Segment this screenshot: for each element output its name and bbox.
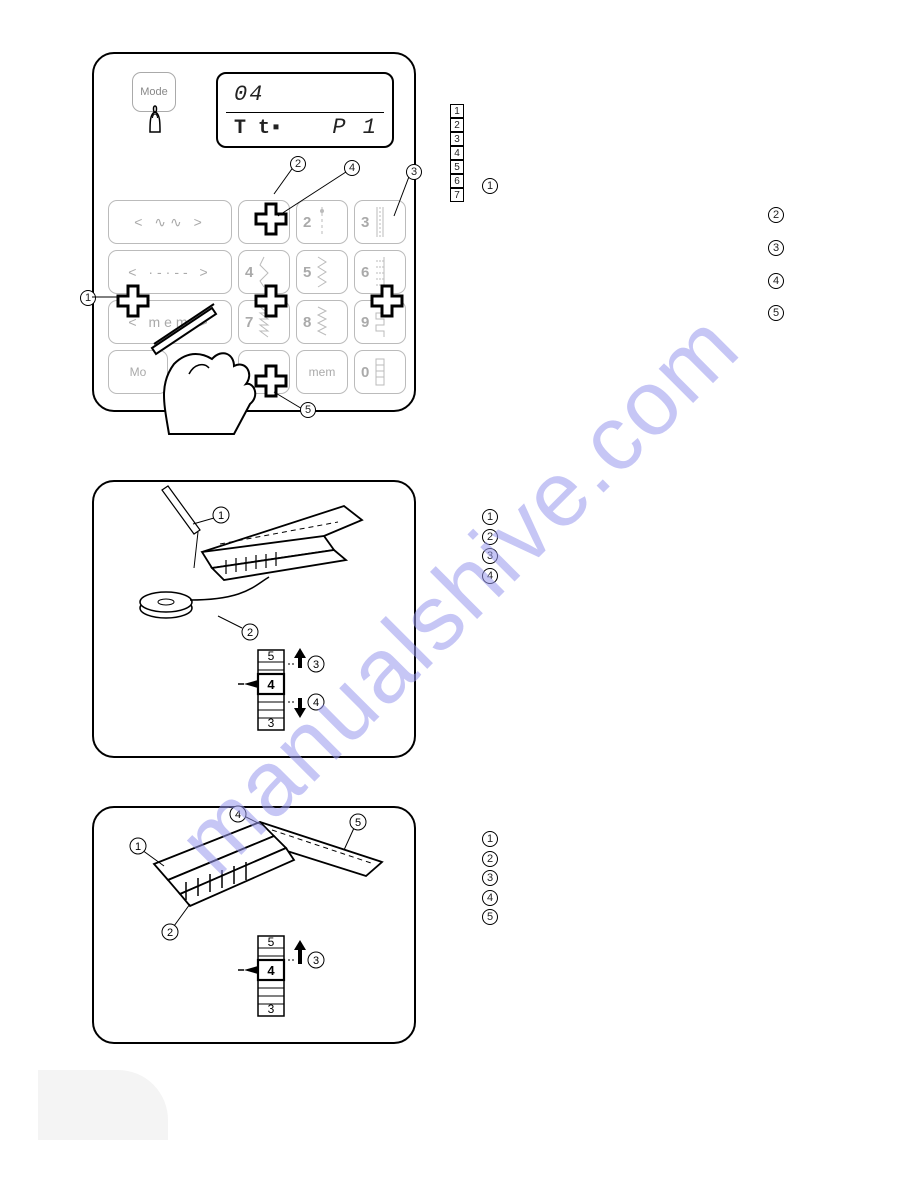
p3-c2: 2 (482, 851, 498, 867)
thread-tension-panel-2: 1 2 4 5 5 4 3 3 (92, 806, 416, 1044)
rc-5: 5 (768, 305, 784, 321)
sq-5: 5 (450, 160, 464, 174)
p3-c5: 5 (482, 909, 498, 925)
panel1-circle-callouts-right: 2 3 4 5 (768, 198, 784, 329)
sq-1: 1 (450, 104, 464, 118)
svg-text:5: 5 (268, 649, 275, 663)
sq-7: 7 (450, 188, 464, 202)
rc-2: 2 (768, 207, 784, 223)
svg-text:4: 4 (235, 809, 241, 821)
svg-text:1: 1 (135, 841, 141, 853)
p2-c4: 4 (482, 568, 498, 584)
p2-c1: 1 (482, 509, 498, 525)
svg-text:5: 5 (268, 935, 275, 949)
callout-circle-4-inside: 4 (344, 160, 360, 176)
callout-circle-1-text: 1 (482, 178, 498, 194)
svg-text:1: 1 (218, 510, 224, 522)
sq-6: 6 (450, 174, 464, 188)
sq-2: 2 (450, 118, 464, 132)
callout-circle-5-inside: 5 (300, 402, 316, 418)
callout-circle-2-inside: 2 (290, 156, 306, 172)
svg-text:3: 3 (313, 659, 319, 671)
svg-text:3: 3 (313, 955, 319, 967)
sq-3: 3 (450, 132, 464, 146)
callout-circle-1-left: 1 (80, 290, 96, 306)
panel1-leaders (94, 54, 418, 414)
svg-text:2: 2 (247, 627, 253, 639)
svg-text:2: 2 (167, 927, 173, 939)
thread-tension-panel: 1 2 5 4 3 3 4 (92, 480, 416, 758)
panel2-callouts: 1 2 3 4 (482, 506, 498, 584)
panel2-illustration: 1 2 5 4 3 3 4 (94, 482, 418, 760)
p3-c4: 4 (482, 890, 498, 906)
svg-text:4: 4 (267, 963, 275, 978)
panel1-square-callouts: 1 2 3 4 5 6 7 (450, 104, 464, 202)
callout-1-leftline (92, 296, 122, 298)
p2-c3: 3 (482, 548, 498, 564)
sq-4: 4 (450, 146, 464, 160)
p3-c1: 1 (482, 831, 498, 847)
page-number-tab (38, 1070, 168, 1140)
rc-3: 3 (768, 240, 784, 256)
svg-text:3: 3 (268, 716, 275, 730)
panel3-illustration: 1 2 4 5 5 4 3 3 (94, 808, 418, 1046)
rc-4: 4 (768, 273, 784, 289)
svg-text:4: 4 (313, 697, 319, 709)
svg-text:3: 3 (268, 1002, 275, 1016)
p2-c2: 2 (482, 529, 498, 545)
p3-c3: 3 (482, 870, 498, 886)
panel3-callouts: 1 2 3 4 5 (482, 828, 498, 926)
svg-text:4: 4 (267, 677, 275, 692)
keypad-panel: Mode 04 T t▪ P 1 < ∿∿ > 2 3 < ·-·-- > 4 … (92, 52, 416, 412)
svg-text:5: 5 (355, 817, 361, 829)
callout-circle-3-inside: 3 (406, 164, 422, 180)
